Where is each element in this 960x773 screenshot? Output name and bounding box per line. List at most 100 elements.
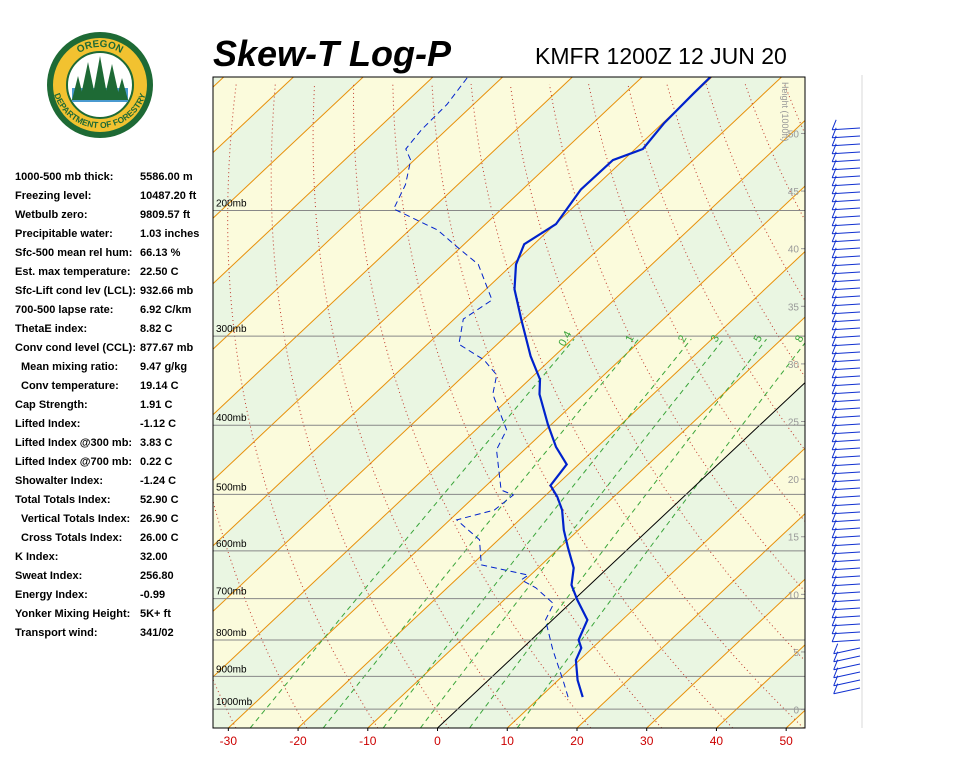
index-value: -0.99 <box>140 589 165 601</box>
barb-staff <box>832 423 861 427</box>
barb-flag <box>831 471 837 482</box>
dry-adiabat <box>392 84 662 728</box>
barb-flag <box>831 607 837 618</box>
x-tick-label: 20 <box>570 734 584 748</box>
dry-adiabat <box>783 83 805 135</box>
index-label: Sfc-Lift cond lev (LCL): <box>15 285 136 297</box>
dry-adiabat <box>941 84 960 728</box>
index-label: Cap Strength: <box>15 399 88 411</box>
barb-staff <box>832 551 861 555</box>
isotherm <box>0 77 15 728</box>
barb-staff <box>832 487 861 491</box>
isotherm <box>227 185 805 728</box>
barb-flag <box>831 615 837 626</box>
height-label: 5 <box>793 648 799 659</box>
dry-adiabat <box>666 83 805 378</box>
barb-flag <box>831 223 837 234</box>
x-tick-label: -30 <box>220 734 238 748</box>
barb-flag <box>831 391 837 402</box>
barb-staff <box>832 479 861 483</box>
barb-flag <box>831 367 837 378</box>
barb-flag <box>831 503 837 514</box>
x-tick-label: -10 <box>359 734 377 748</box>
index-label: Sweat Index: <box>15 570 82 582</box>
logo: OREGON DEPARTMENT OF FORESTRY <box>47 32 153 138</box>
barb-staff <box>832 335 861 339</box>
height-label: 40 <box>788 245 800 256</box>
zero-isotherm <box>437 381 805 728</box>
height-label: 45 <box>788 187 800 198</box>
index-label: K Index: <box>15 551 58 563</box>
index-label: Conv temperature: <box>21 380 119 392</box>
isotherm-band <box>786 710 805 728</box>
barb-flag <box>831 255 837 266</box>
barb-staff <box>832 463 861 467</box>
x-tick-label: 30 <box>640 734 654 748</box>
index-label: 700-500 lapse rate: <box>15 304 113 316</box>
barb-flag <box>831 295 837 306</box>
barb-flag <box>831 495 837 506</box>
index-value: 32.00 <box>140 551 168 563</box>
barb-staff <box>832 567 861 571</box>
index-value: 256.80 <box>140 570 174 582</box>
barb-flag <box>831 263 837 274</box>
barb-flag <box>831 407 837 418</box>
pressure-label: 1000mb <box>216 697 253 708</box>
index-value: 341/02 <box>140 627 174 639</box>
barb-staff <box>832 407 861 411</box>
barb-flag <box>833 659 839 670</box>
barb-flag <box>831 151 837 162</box>
barb-staff <box>832 303 861 307</box>
barb-flag <box>833 675 839 686</box>
barb-flag <box>833 683 839 694</box>
barb-staff <box>832 527 861 531</box>
dry-adiabat <box>548 84 805 593</box>
barb-staff <box>832 279 861 283</box>
barb-flag <box>831 279 837 290</box>
barb-staff <box>832 383 861 387</box>
barb-flag <box>831 343 837 354</box>
barb-flag <box>831 559 837 570</box>
barb-flag <box>831 583 837 594</box>
barb-staff <box>832 263 861 267</box>
mixing-ratio-line <box>322 338 639 728</box>
mixing-ratio-line <box>382 338 692 728</box>
barb-flag <box>831 199 837 210</box>
barb-staff <box>832 231 861 235</box>
barb-staff <box>832 311 861 315</box>
barb-staff <box>832 271 861 275</box>
x-tick-label: 0 <box>434 734 441 748</box>
barb-staff <box>832 575 861 579</box>
barb-flag <box>831 455 837 466</box>
barb-staff <box>832 431 861 435</box>
barb-flag <box>831 159 837 170</box>
plot-background <box>0 77 960 728</box>
barb-staff <box>832 391 861 395</box>
chart-subtitle: KMFR 1200Z 12 JUN 20 <box>535 43 787 69</box>
index-label: Lifted Index: <box>15 418 80 430</box>
barb-staff <box>832 351 861 355</box>
barb-staff <box>832 183 861 187</box>
barb-flag <box>831 231 837 242</box>
barb-flag <box>833 651 839 662</box>
barb-flag <box>831 239 837 250</box>
height-label: 10 <box>788 590 800 601</box>
index-value: 26.90 C <box>140 513 179 525</box>
temperature-profile <box>513 77 712 698</box>
index-value: 1.91 C <box>140 399 172 411</box>
barb-staff <box>832 167 861 171</box>
barb-flag <box>831 623 837 634</box>
barb-flag <box>831 631 837 642</box>
barb-staff <box>832 639 861 643</box>
index-value: 66.13 % <box>140 247 181 259</box>
barb-staff <box>832 191 861 195</box>
index-value: 8.82 C <box>140 323 172 335</box>
profile-group <box>393 77 569 698</box>
barb-flag <box>831 359 837 370</box>
isotherm <box>213 77 434 285</box>
pressure-label: 600mb <box>216 539 247 550</box>
isotherm <box>576 513 805 728</box>
index-label: Cross Totals Index: <box>21 532 122 544</box>
barb-flag <box>831 175 837 186</box>
